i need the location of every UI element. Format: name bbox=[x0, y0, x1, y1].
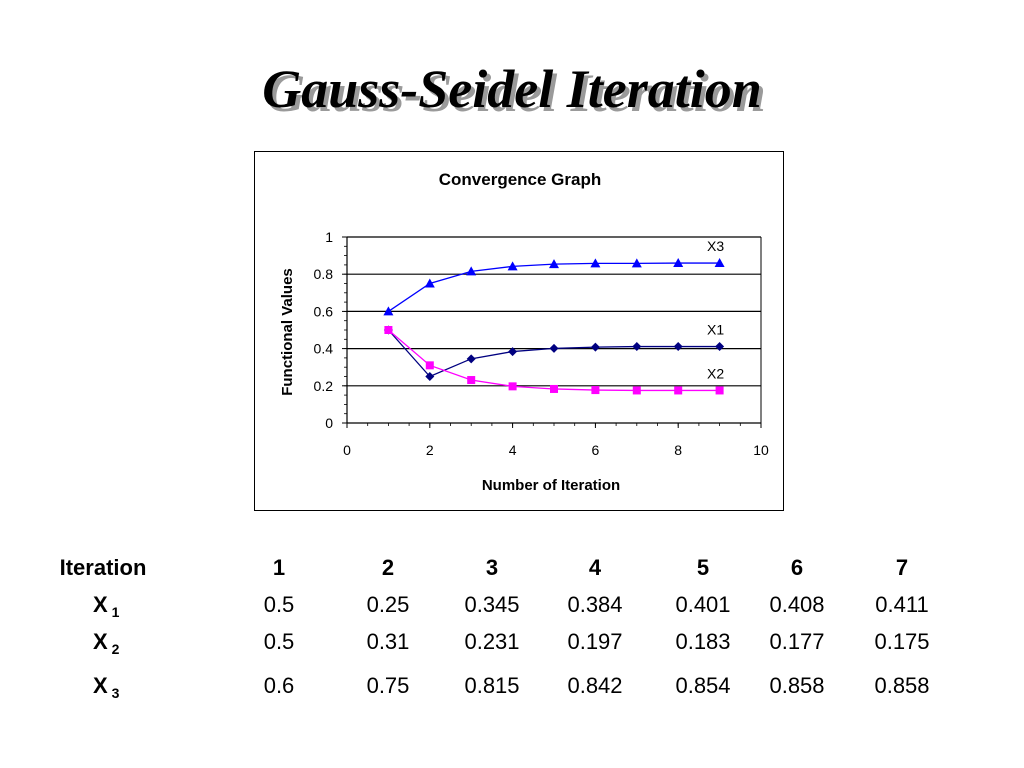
table-cell: 0.183 bbox=[675, 629, 731, 654]
point-x3-4 bbox=[507, 261, 518, 271]
point-x1-7 bbox=[632, 342, 642, 352]
row-label-text: X bbox=[93, 673, 108, 698]
point-x3-7 bbox=[631, 258, 642, 268]
row-label-subscript: 1 bbox=[107, 604, 120, 620]
point-x2-6 bbox=[591, 386, 600, 395]
table-cell: 0.345 bbox=[464, 592, 520, 617]
table-row-label-x3: X 3 bbox=[93, 673, 119, 701]
table-cell: 0.5 bbox=[263, 592, 295, 617]
x-tick-label-1: 2 bbox=[426, 442, 434, 458]
row-label-text: X bbox=[93, 629, 108, 654]
x-tick-label-2: 4 bbox=[509, 442, 517, 458]
y-axis-title: Functional Values bbox=[279, 268, 296, 396]
point-x3-3 bbox=[466, 266, 477, 276]
table-header-label: Iteration bbox=[59, 555, 147, 580]
table-cell: 0.858 bbox=[769, 673, 825, 698]
axes: 00.20.40.60.810 2 4 6 8 10 bbox=[314, 229, 769, 458]
table-header-col-5: 5 bbox=[696, 555, 710, 580]
table-cell: 0.25 bbox=[366, 592, 410, 617]
series-line-x3 bbox=[388, 262, 720, 312]
row-label-text: X bbox=[93, 592, 108, 617]
table-header-col-7: 7 bbox=[895, 555, 909, 580]
row-label-subscript: 3 bbox=[107, 685, 120, 701]
table-cell: 0.175 bbox=[874, 629, 930, 654]
table-cell: 0.31 bbox=[366, 629, 410, 654]
table-cell: 0.384 bbox=[567, 592, 623, 617]
point-x1-4 bbox=[508, 347, 518, 357]
series-line-x2 bbox=[387, 329, 720, 392]
point-x1-9 bbox=[715, 342, 725, 352]
y-tick-label-5: 1 bbox=[325, 229, 333, 245]
table-cell: 0.75 bbox=[366, 673, 410, 698]
series-line-x1 bbox=[387, 329, 720, 378]
point-x2-3 bbox=[467, 376, 476, 385]
table-cell: 0.815 bbox=[464, 673, 520, 698]
table-header-col-3: 3 bbox=[485, 555, 499, 580]
x-tick-label-3: 6 bbox=[592, 442, 600, 458]
point-x2-9 bbox=[715, 386, 724, 395]
point-x2-1 bbox=[384, 326, 393, 334]
point-x1-2 bbox=[425, 372, 435, 381]
series-label-x2: X2 bbox=[707, 365, 724, 381]
chart-title: Convergence Graph bbox=[439, 170, 602, 189]
point-x2-7 bbox=[632, 386, 641, 395]
row-label-subscript: 2 bbox=[107, 641, 120, 657]
x-tick-label-4: 8 bbox=[674, 442, 682, 458]
point-x2-5 bbox=[550, 384, 558, 393]
table-header-col-2: 2 bbox=[381, 555, 395, 580]
y-tick-label-4: 0.8 bbox=[314, 266, 334, 282]
series-label-x1: X1 bbox=[707, 322, 724, 338]
x-axis-title: Number of Iteration bbox=[482, 477, 620, 494]
point-x3-1 bbox=[383, 306, 394, 316]
table-cell: 0.231 bbox=[464, 629, 520, 654]
table-cell: 0.858 bbox=[874, 673, 930, 698]
point-x2-4 bbox=[508, 382, 517, 391]
series-layer: X1 X2 X3 bbox=[383, 238, 725, 395]
table-header-col-1: 1 bbox=[272, 555, 286, 580]
chart-frame: Convergence Graph 0 0.2 0.4 0.6 0.8 1 0 2 4 6 8 10 … bbox=[254, 151, 784, 511]
point-x1-3 bbox=[466, 354, 476, 364]
point-x3-9 bbox=[714, 258, 725, 268]
y-tick-label-0: 0 bbox=[325, 415, 333, 431]
point-x1-8 bbox=[673, 342, 683, 352]
point-x3-6 bbox=[590, 258, 601, 268]
table-cell: 0.401 bbox=[675, 592, 731, 617]
table-cell: 0.5 bbox=[263, 629, 295, 654]
y-tick-label-2: 0.4 bbox=[314, 341, 334, 357]
point-x3-8 bbox=[673, 258, 684, 268]
table-cell: 0.6 bbox=[263, 673, 295, 698]
table-cell: 0.854 bbox=[675, 673, 731, 698]
table-cell: 0.197 bbox=[567, 629, 623, 654]
x-tick-label-0: 0 bbox=[343, 442, 351, 458]
y-tick-label-1: 0.2 bbox=[314, 378, 334, 394]
table-header-col-4: 4 bbox=[588, 555, 602, 580]
point-x3-5 bbox=[549, 259, 559, 269]
series-label-x3: X3 bbox=[707, 238, 724, 254]
table-cell: 0.411 bbox=[875, 592, 929, 617]
point-x1-5 bbox=[549, 343, 559, 353]
point-x3-2 bbox=[424, 278, 435, 288]
table-cell: 0.177 bbox=[769, 629, 825, 654]
table-cell: 0.408 bbox=[769, 592, 825, 617]
grid-lines bbox=[347, 236, 761, 387]
table-row-label-x2: X 2 bbox=[93, 629, 119, 657]
point-x2-2 bbox=[425, 361, 434, 370]
table-header-col-6: 6 bbox=[790, 555, 804, 580]
table-cell: 0.842 bbox=[567, 673, 623, 698]
x-tick-label-5: 10 bbox=[753, 442, 769, 458]
convergence-chart: Convergence Graph 00.20.40.60.810 2 4 6 8 10 … bbox=[279, 170, 769, 494]
point-x2-8 bbox=[674, 386, 683, 395]
point-x1-6 bbox=[590, 342, 600, 352]
y-tick-label-3: 0.6 bbox=[314, 303, 334, 319]
table-row-label-x1: X 1 bbox=[93, 592, 119, 620]
slide-title: Gauss-Seidel Iteration bbox=[262, 59, 762, 119]
